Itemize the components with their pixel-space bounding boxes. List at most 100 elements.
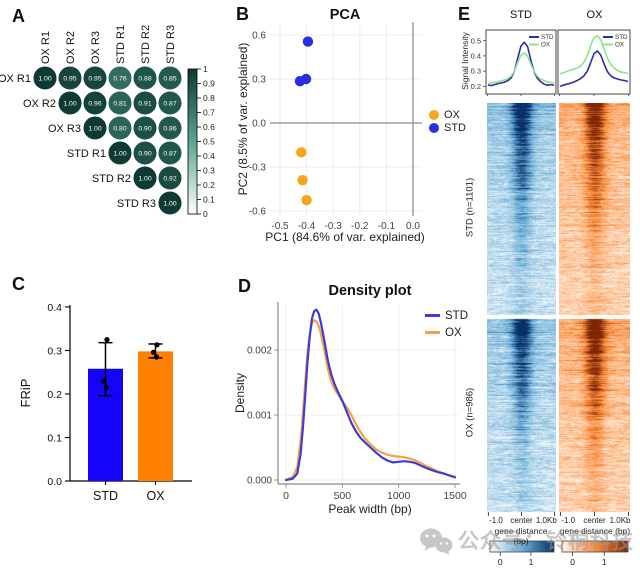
- colorbar-tick: 0: [498, 557, 503, 567]
- colorbar-tick: 1: [529, 557, 534, 567]
- density-legend-std: STD: [425, 307, 468, 324]
- tick-label: 0: [283, 490, 289, 502]
- correlation-circle: [82, 90, 108, 116]
- tick-label: 0.2: [47, 389, 62, 401]
- correlation-circle: [107, 90, 133, 116]
- correlation-value: 0.90: [138, 150, 151, 157]
- gene-distance-label-std: gene distance (bp): [494, 526, 548, 546]
- correlation-value: 0.95: [88, 75, 101, 82]
- density-legend: STD OX: [425, 307, 468, 341]
- correlation-value: 1.00: [138, 175, 151, 182]
- correlation-value: 0.76: [113, 75, 126, 82]
- colorbar-tick: 0: [570, 557, 575, 567]
- density-legend-ox: OX: [425, 324, 468, 341]
- correlation-circle: [157, 190, 183, 216]
- tick-label: 1000: [387, 490, 411, 502]
- heatmap-x-tick: 1.0Kb: [536, 516, 557, 525]
- correlation-value: 0.88: [138, 75, 151, 82]
- profile-legend-label: OX: [541, 42, 551, 49]
- tick-label: 0.002: [247, 345, 272, 356]
- correlation-circle: [157, 140, 183, 166]
- matrix-col-label: OX R2: [65, 31, 77, 64]
- correlation-value: 0.95: [63, 75, 76, 82]
- correlation-value: 0.96: [88, 100, 101, 107]
- heatmap-colorbar: [561, 540, 629, 553]
- gene-distance-label-ox: gene distance (bp): [559, 526, 631, 536]
- correlation-circle: [132, 115, 158, 141]
- correlation-circle: [82, 65, 108, 91]
- correlation-value: 0.81: [113, 100, 126, 107]
- matrix-row-label: OX R1: [0, 73, 31, 85]
- profile-legend-label: OX: [615, 42, 625, 49]
- correlation-circle: [132, 65, 158, 91]
- frip-bar-plot: 0.4 0.3 0.2 0.1 0.0 FRiP STD OX: [18, 302, 192, 503]
- frip-bar-ox: [138, 351, 173, 481]
- pca-legend: OX STD: [429, 108, 466, 134]
- colorbar-tick: 0.9: [203, 79, 215, 89]
- correlation-value: 0.86: [163, 125, 176, 132]
- tick-label: 0.001: [247, 410, 272, 421]
- correlation-value: 1.00: [163, 200, 176, 207]
- colorbar-tick: 0.3: [203, 166, 215, 176]
- correlation-circle: [157, 65, 183, 91]
- correlation-value: 0.85: [163, 75, 176, 82]
- correlation-circle: [82, 115, 108, 141]
- correlation-circle: [57, 65, 83, 91]
- ox-legend-dot: [429, 109, 439, 120]
- matrix-col-label: STD R1: [115, 25, 127, 64]
- correlation-circle: [132, 165, 158, 191]
- panel-b-label: B: [236, 4, 249, 24]
- colorbar-tick: 1: [602, 557, 607, 567]
- replicate-dot: [100, 378, 107, 384]
- colorbar-tick: 1: [203, 64, 208, 74]
- correlation-value: 0.80: [113, 125, 126, 132]
- matrix-col-label: OX R3: [90, 31, 102, 64]
- pca-xlabel: PC1 (84.6% of var. explained): [265, 230, 425, 244]
- bar-category-label: STD: [93, 489, 118, 503]
- heatmap-column-title-std: STD: [510, 9, 532, 21]
- pca-point-std: [302, 36, 314, 47]
- correlation-value: 0.92: [163, 175, 176, 182]
- correlation-circle: [57, 90, 83, 116]
- profile-curve-std: [487, 41, 555, 87]
- heatmap-column-title-ox: OX: [586, 9, 603, 21]
- pca-legend-ox: OX: [429, 108, 466, 121]
- colorbar-tick: 0: [203, 209, 208, 219]
- tick-label: 0.0: [252, 119, 266, 130]
- colorbar-tick: 0.6: [203, 122, 215, 132]
- colorbar-tick: 0.1: [203, 195, 215, 205]
- colorbar: [187, 68, 198, 215]
- profile-curve-ox: [559, 34, 629, 75]
- correlation-circle: [107, 140, 133, 166]
- density-title: Density plot: [328, 283, 412, 299]
- replicate-dot: [104, 337, 110, 343]
- matrix-col-label: STD R3: [165, 25, 177, 64]
- density-xlabel: Peak width (bp): [328, 502, 412, 516]
- heatmap-x-tick: -1.0: [489, 516, 503, 525]
- std-legend-label: STD: [445, 309, 468, 322]
- pca-point-std: [300, 73, 312, 85]
- matrix-row-label: STD R3: [117, 198, 156, 210]
- colorbar-tick: 0.5: [203, 137, 215, 147]
- tick-label: 0.4: [471, 52, 481, 61]
- heatmap-colorbar: [489, 540, 555, 553]
- correlation-circle: [157, 115, 183, 141]
- pca-plot: -0.5 -0.4 -0.3 -0.2 -0.1 0.0 0.6 0.3 0.0 -0.3 -0.6: [249, 22, 422, 232]
- tick-label: -0.5: [271, 221, 289, 232]
- pca-point-ox: [301, 194, 312, 206]
- correlation-circle: [157, 90, 183, 116]
- panel-a-label: A: [12, 6, 25, 26]
- tick-label: -0.1: [378, 221, 396, 232]
- ox-legend-label: OX: [444, 108, 460, 121]
- tick-label: 0.2: [471, 82, 481, 91]
- correlation-value: 1.00: [113, 150, 126, 157]
- std-heatmap-canvas: [487, 103, 556, 512]
- std-legend-label: STD: [444, 121, 466, 134]
- correlation-value: 0.87: [163, 100, 176, 107]
- matrix-row-label: STD R2: [92, 173, 131, 185]
- density-plot: 0.002 0.001 0.000 0 500 1000 1500 Density: [233, 302, 467, 502]
- frip-ylabel: FRiP: [18, 379, 33, 408]
- density-curve-ox: [284, 318, 457, 482]
- tick-label: -0.6: [249, 207, 267, 218]
